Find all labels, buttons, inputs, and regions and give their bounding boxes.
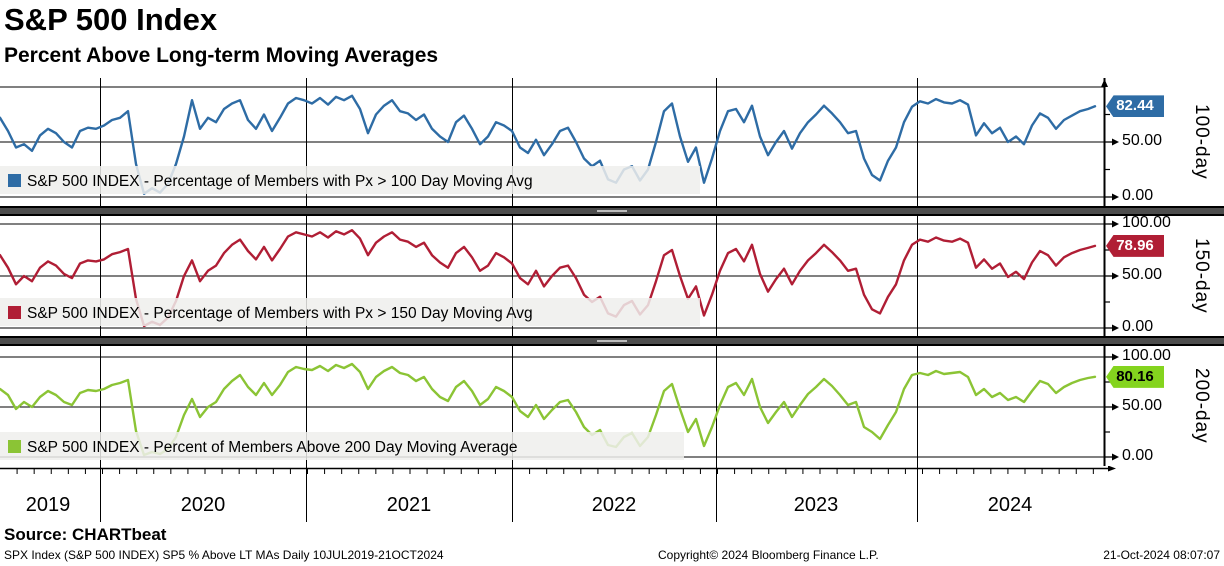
panel-splitter [0, 336, 1224, 346]
legend-label-200day: S&P 500 INDEX - Percent of Members Above… [27, 439, 518, 456]
legend-swatch-150day [8, 306, 21, 319]
x-axis-arrow [1108, 466, 1116, 472]
panel-splitter [0, 206, 1224, 216]
value-badge-100day: 82.44 [1106, 95, 1164, 118]
plot-100day: S&P 500 INDEX - Percentage of Members wi… [0, 78, 1119, 206]
splitter-handle-icon [597, 340, 627, 342]
plot-200day: S&P 500 INDEX - Percent of Members Above… [0, 346, 1119, 466]
year-label: 2019 [25, 494, 71, 516]
side-label-100day: 100-day [1191, 104, 1212, 180]
ytick-label-200day: 100.00 [1122, 347, 1171, 364]
panel-100day: S&P 500 INDEX - Percentage of Members wi… [0, 78, 1224, 206]
side-label-150day: 150-day [1191, 238, 1212, 314]
ytick-label-150day: 100.00 [1122, 214, 1171, 231]
x-axis-line [0, 466, 1116, 474]
footer-ticker-info: SPX Index (S&P 500 INDEX) SP5 % Above LT… [4, 548, 444, 562]
series-line-200day [0, 362, 1097, 457]
year-label: 2024 [987, 494, 1033, 516]
ytick-label-150day: 50.00 [1122, 266, 1163, 283]
panel-150day: S&P 500 INDEX - Percentage of Members wi… [0, 214, 1224, 336]
year-separator [716, 466, 717, 522]
series-line-100day [0, 94, 1097, 195]
ytick-label-100day: 50.00 [1122, 132, 1163, 149]
panel-200day: S&P 500 INDEX - Percent of Members Above… [0, 346, 1224, 466]
legend-swatch-100day [8, 174, 21, 187]
footer-timestamp: 21-Oct-2024 08:07:07 [1103, 548, 1220, 562]
year-separator [306, 466, 307, 522]
ytick-label-200day: 0.00 [1122, 447, 1154, 464]
page-title: S&P 500 Index [4, 2, 218, 37]
page-subtitle: Percent Above Long-term Moving Averages [4, 44, 439, 67]
value-badge-150day: 78.96 [1106, 234, 1164, 257]
year-separator [917, 466, 918, 522]
footer-copyright: Copyright© 2024 Bloomberg Finance L.P. [658, 548, 879, 562]
year-separator [100, 466, 101, 522]
series-line-150day [0, 228, 1097, 328]
year-label: 2020 [180, 494, 226, 516]
legend-label-100day: S&P 500 INDEX - Percentage of Members wi… [27, 173, 533, 190]
plot-150day: S&P 500 INDEX - Percentage of Members wi… [0, 216, 1119, 336]
year-label: 2022 [591, 494, 637, 516]
ytick-label-150day: 0.00 [1122, 318, 1154, 335]
year-separator [512, 466, 513, 522]
legend-label-150day: S&P 500 INDEX - Percentage of Members wi… [27, 305, 533, 322]
ytick-label-100day: 0.00 [1122, 187, 1154, 204]
year-label: 2021 [386, 494, 432, 516]
legend-swatch-200day [8, 440, 21, 453]
value-badge-200day: 80.16 [1106, 365, 1164, 388]
side-label-200day: 200-day [1191, 368, 1212, 444]
ytick-label-200day: 50.00 [1122, 397, 1163, 414]
source-label: Source: CHARTbeat [4, 525, 167, 544]
year-label: 2023 [793, 494, 839, 516]
splitter-handle-icon [597, 210, 627, 212]
